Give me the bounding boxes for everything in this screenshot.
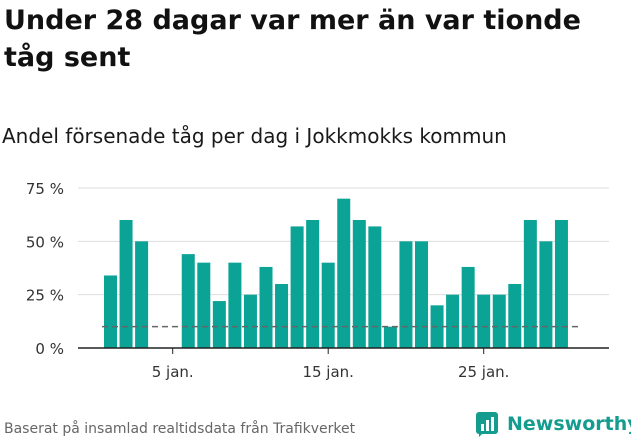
bar [337,198,351,348]
x-tick-label: 15 jan. [302,363,354,381]
y-tick-label: 75 % [26,180,64,198]
bar [275,284,289,348]
bar [243,294,257,348]
chart-title: Under 28 dagar var mer än var tionde tåg… [4,5,581,73]
bar [104,275,117,348]
bar [119,220,133,348]
bar [554,220,568,348]
bar [446,294,460,348]
bar [321,262,335,348]
y-tick-label: 25 % [26,287,64,305]
x-tick-label: 25 jan. [458,363,510,381]
x-tick-label: 5 jan. [152,363,194,381]
bar [197,262,211,348]
y-tick-label: 0 % [35,340,64,358]
bar [399,241,413,348]
bar [212,301,226,348]
bar [492,294,506,348]
brand-logo[interactable]: Newsworthy [475,409,631,439]
bar-chart: 0 % 25 % 50 % 75 % 5 jan. 15 jan. 25 jan. [26,180,609,381]
bar [181,254,195,348]
bar [383,326,397,348]
bar [523,220,537,348]
y-tick-label: 50 % [26,233,64,251]
bar [259,266,273,348]
source-note: Baserat på insamlad realtidsdata från Tr… [4,421,356,437]
brand-name: Newsworthy [507,413,631,435]
bar [415,241,428,348]
bar [135,241,149,348]
newsworthy-logo-icon [476,412,498,437]
bar [352,220,366,348]
chart-subtitle: Andel försenade tåg per dag i Jokkmokks … [2,124,507,148]
bar [306,220,320,348]
bar [290,226,304,348]
bar [539,241,553,348]
bar [228,262,242,348]
bar [368,226,382,348]
bar [477,294,491,348]
bar [508,284,522,348]
bar [461,266,475,348]
